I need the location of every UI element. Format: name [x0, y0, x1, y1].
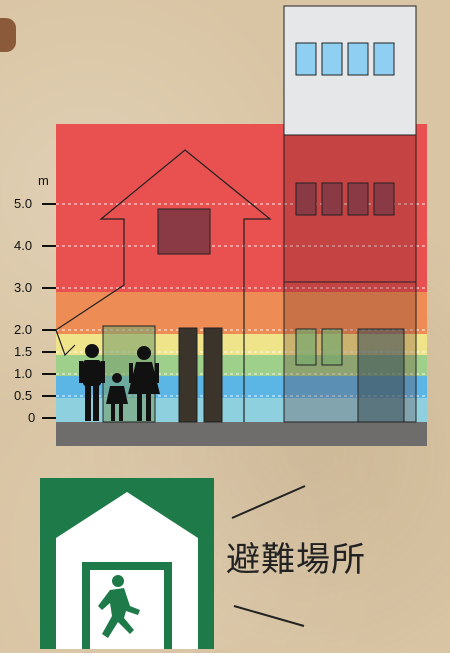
scale-tick-3-0: 3.0: [14, 280, 32, 295]
scale-tick-2-0: 2.0: [14, 322, 32, 337]
scale-tick-0-5: 0.5: [14, 388, 32, 403]
house-window: [157, 208, 211, 255]
depth-scale: m 5.0 4.0 3.0 2.0 1.5 1.0 0.5 0: [14, 173, 56, 425]
scale-tick-4-0: 4.0: [14, 238, 32, 253]
house-door-right: [203, 327, 223, 423]
scale-unit: m: [38, 173, 49, 188]
flood-depth-diagram: m 5.0 4.0 3.0 2.0 1.5 1.0 0.5 0: [14, 5, 427, 446]
evacuation-shelter-icon: [56, 492, 198, 649]
scale-tick-5-0: 5.0: [14, 196, 32, 211]
scale-tick-1-0: 1.0: [14, 366, 32, 381]
scale-tick-0: 0: [28, 410, 35, 425]
family-icon: [79, 344, 160, 421]
scale-tick-1-5: 1.5: [14, 344, 32, 359]
corner-tab: [0, 18, 16, 52]
evacuation-sign: [40, 478, 214, 649]
shelter-label: 避難場所: [226, 540, 366, 580]
tall-building: [283, 5, 417, 423]
house-door-left: [178, 327, 198, 423]
emphasis-lines: [231, 485, 306, 627]
ground: [56, 422, 427, 446]
